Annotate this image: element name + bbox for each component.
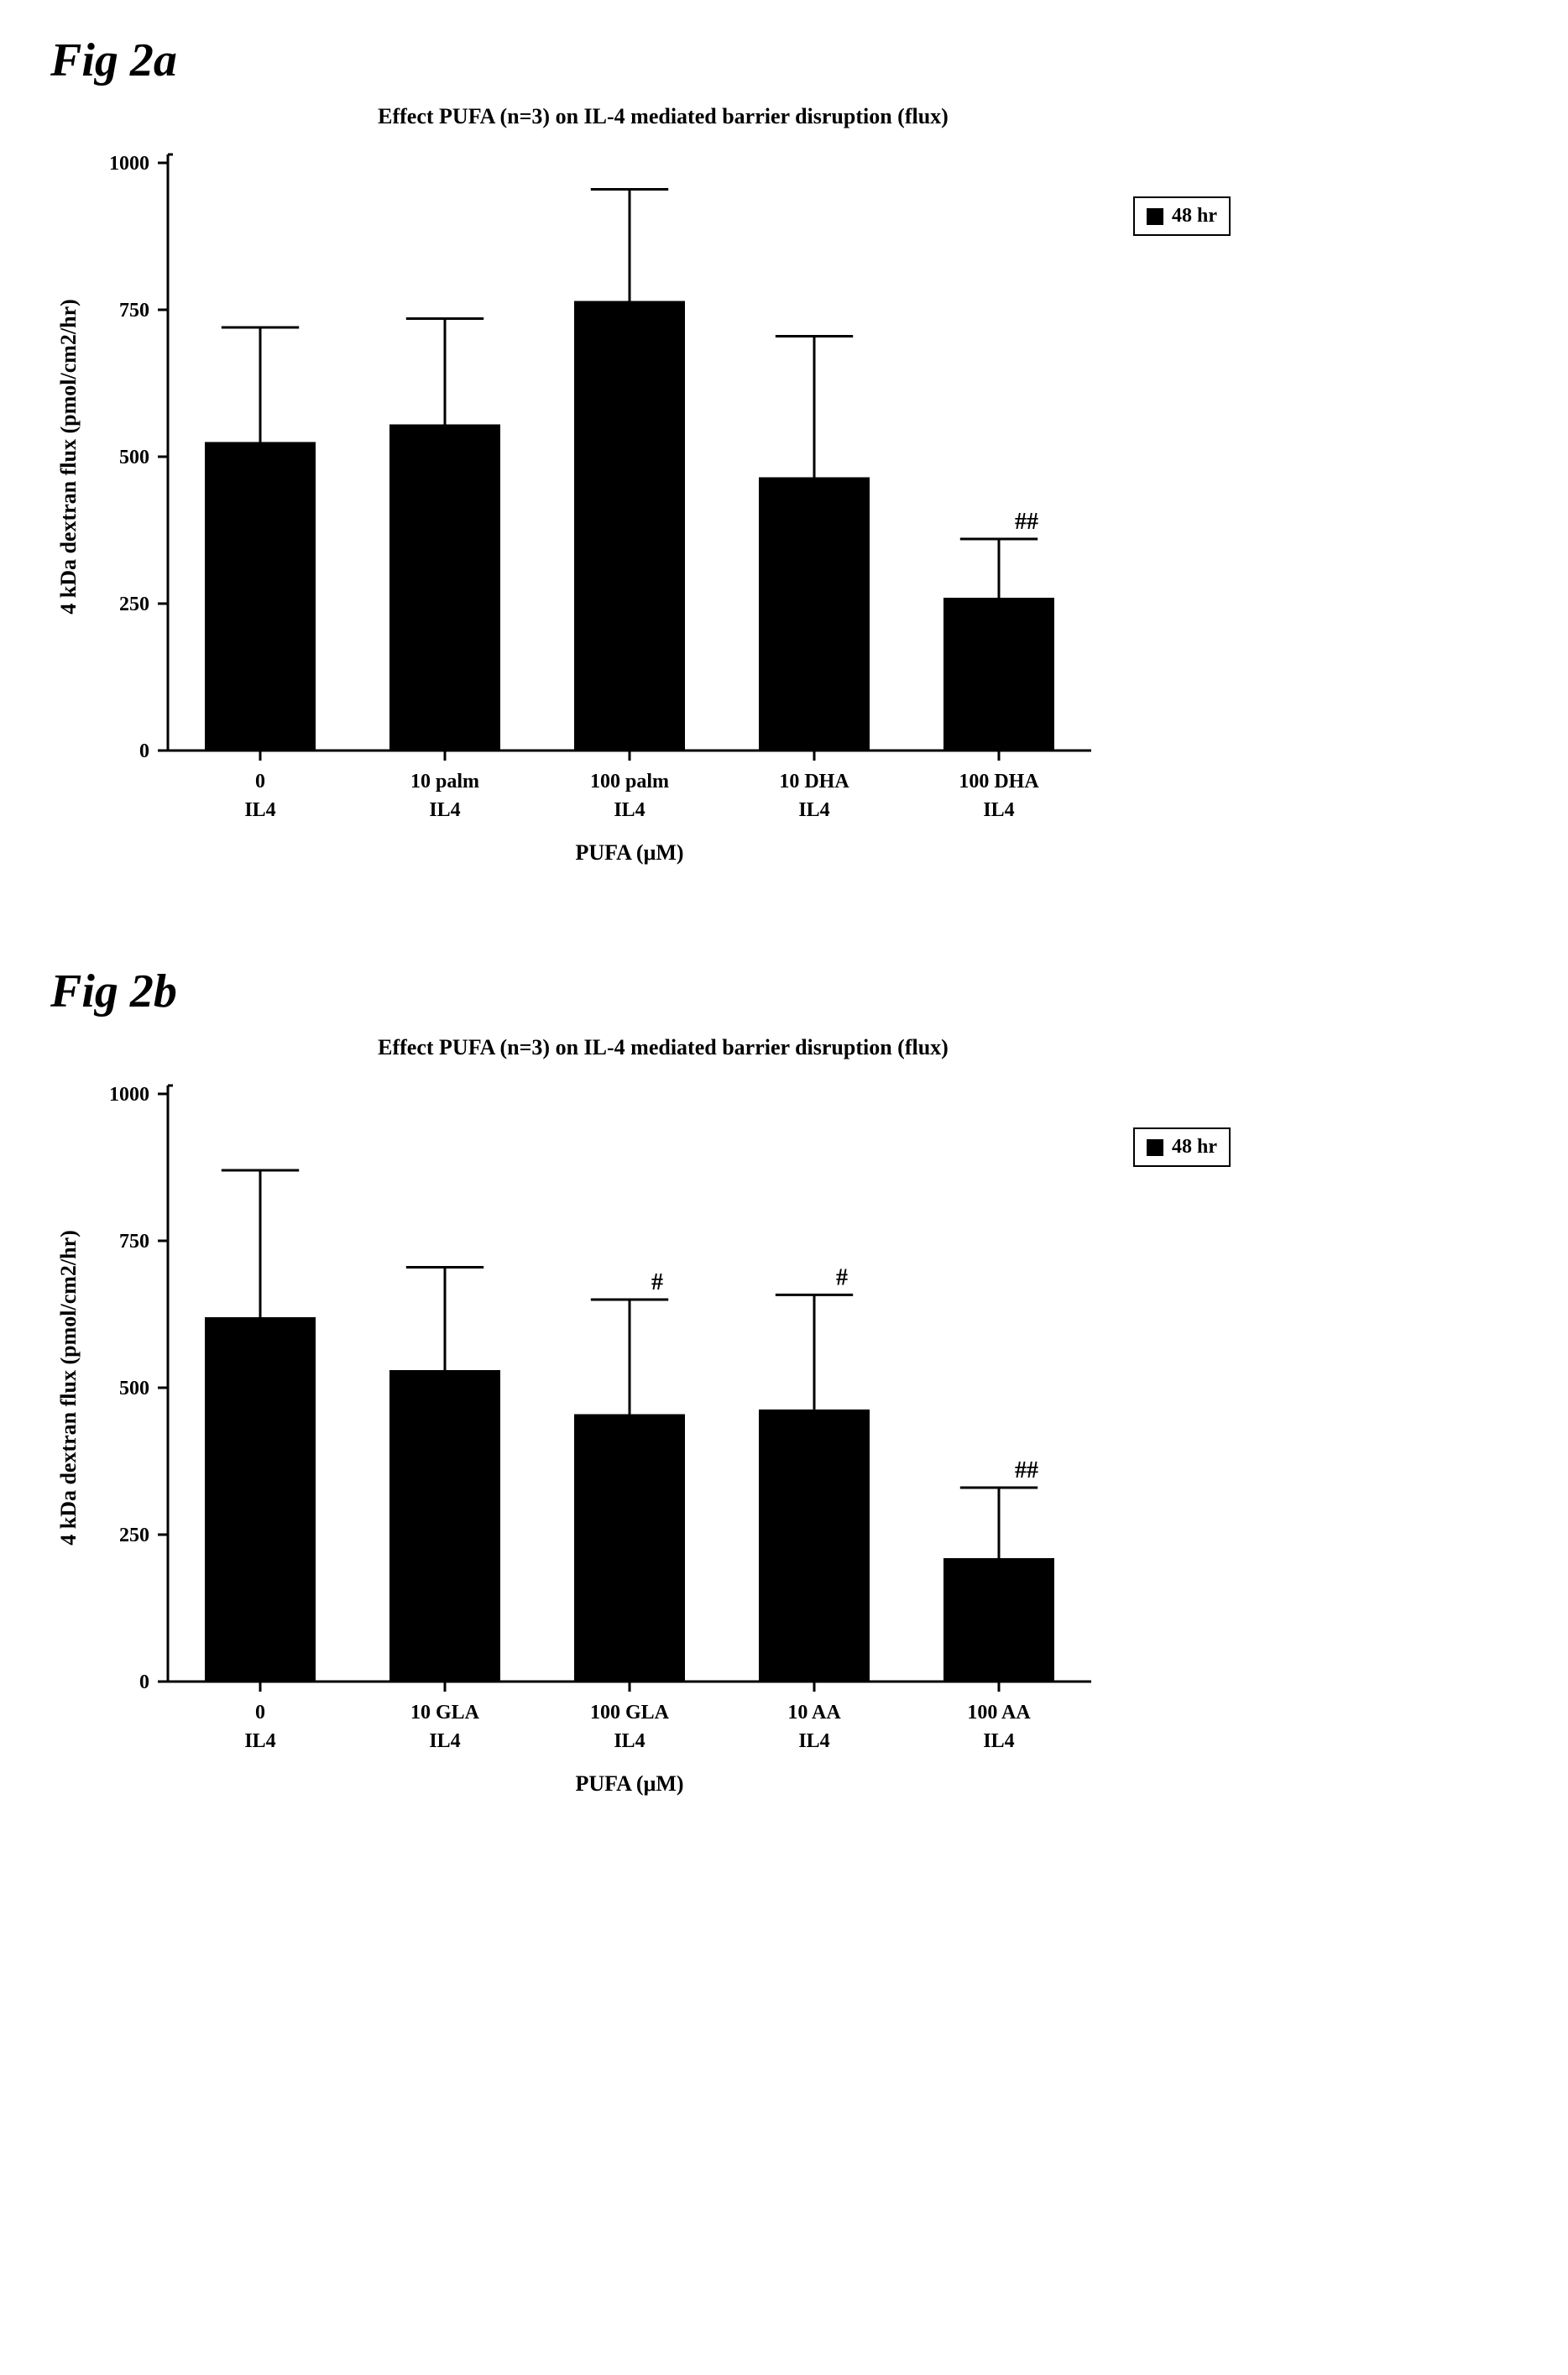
x-axis-label: PUFA (μM) (575, 840, 683, 865)
x-tick-label: 100 palm (590, 771, 669, 793)
x-tick-label: 100 DHA (959, 771, 1039, 793)
x-tick-label: 0 (255, 771, 265, 793)
y-tick-label: 750 (119, 1231, 149, 1253)
y-tick-label: 1000 (109, 1084, 149, 1106)
legend-swatch (1147, 208, 1163, 225)
significance-annotation: # (836, 1264, 848, 1290)
bar (574, 301, 685, 751)
x-tick-sublabel: IL4 (429, 799, 460, 821)
y-axis-label: 4 kDa dextran flux (pmol/cm2/hr) (56, 1230, 81, 1546)
figure-label: Fig 2a (50, 34, 1534, 87)
x-tick-sublabel: IL4 (244, 799, 275, 821)
bar (205, 1317, 316, 1682)
bar (205, 442, 316, 751)
y-axis-label: 4 kDa dextran flux (pmol/cm2/hr) (56, 299, 81, 615)
bar (943, 598, 1054, 751)
bar-chart: 0 250 500 750 1000 4 kDa dextran flux (pmol/c… (34, 146, 1108, 893)
y-tick-label: 0 (139, 1671, 149, 1693)
significance-annotation: ## (1015, 509, 1038, 535)
x-tick-sublabel: IL4 (798, 1730, 829, 1752)
bar (389, 1370, 500, 1682)
y-tick-label: 500 (119, 1378, 149, 1399)
legend-label: 48 hr (1172, 1136, 1217, 1159)
x-tick-sublabel: IL4 (983, 1730, 1014, 1752)
x-tick-sublabel: IL4 (614, 799, 645, 821)
y-tick-label: 250 (119, 1525, 149, 1546)
bar (574, 1415, 685, 1682)
figure-block: Fig 2a Effect PUFA (n=3) on IL-4 mediated… (34, 34, 1534, 897)
legend-swatch (1147, 1139, 1163, 1156)
chart-title: Effect PUFA (n=3) on IL-4 mediated barri… (159, 1035, 1167, 1060)
x-tick-label: 100 GLA (590, 1702, 670, 1724)
legend: 48 hr (1133, 196, 1231, 236)
x-tick-label: 10 DHA (779, 771, 849, 793)
x-tick-sublabel: IL4 (614, 1730, 645, 1752)
x-axis-label: PUFA (μM) (575, 1771, 683, 1796)
bar (759, 478, 870, 751)
bar (759, 1410, 870, 1682)
x-tick-sublabel: IL4 (244, 1730, 275, 1752)
bar-chart: 0 250 500 750 1000 4 kDa dextran flux (pmol/c… (34, 1077, 1108, 1824)
figure-label: Fig 2b (50, 965, 1534, 1018)
x-tick-label: 10 AA (787, 1702, 841, 1724)
legend-label: 48 hr (1172, 205, 1217, 228)
chart-wrapper: 0 250 500 750 1000 4 kDa dextran flux (pmol/c… (34, 1077, 1108, 1828)
y-tick-label: 250 (119, 594, 149, 615)
y-tick-label: 500 (119, 447, 149, 468)
x-tick-sublabel: IL4 (798, 799, 829, 821)
figure-block: Fig 2b Effect PUFA (n=3) on IL-4 mediated… (34, 965, 1534, 1828)
chart-row: 0 250 500 750 1000 4 kDa dextran flux (pmol/c… (34, 146, 1534, 897)
chart-title: Effect PUFA (n=3) on IL-4 mediated barri… (159, 104, 1167, 129)
y-tick-label: 1000 (109, 153, 149, 175)
bar (389, 425, 500, 751)
x-tick-label: 0 (255, 1702, 265, 1724)
x-tick-sublabel: IL4 (429, 1730, 460, 1752)
bar (943, 1558, 1054, 1682)
chart-wrapper: 0 250 500 750 1000 4 kDa dextran flux (pmol/c… (34, 146, 1108, 897)
significance-annotation: # (651, 1269, 663, 1295)
x-tick-label: 100 AA (967, 1702, 1031, 1724)
x-tick-label: 10 palm (410, 771, 479, 793)
chart-row: 0 250 500 750 1000 4 kDa dextran flux (pmol/c… (34, 1077, 1534, 1828)
y-tick-label: 750 (119, 300, 149, 322)
x-tick-label: 10 GLA (410, 1702, 480, 1724)
significance-annotation: ## (1015, 1457, 1038, 1483)
y-tick-label: 0 (139, 740, 149, 762)
x-tick-sublabel: IL4 (983, 799, 1014, 821)
legend: 48 hr (1133, 1127, 1231, 1167)
